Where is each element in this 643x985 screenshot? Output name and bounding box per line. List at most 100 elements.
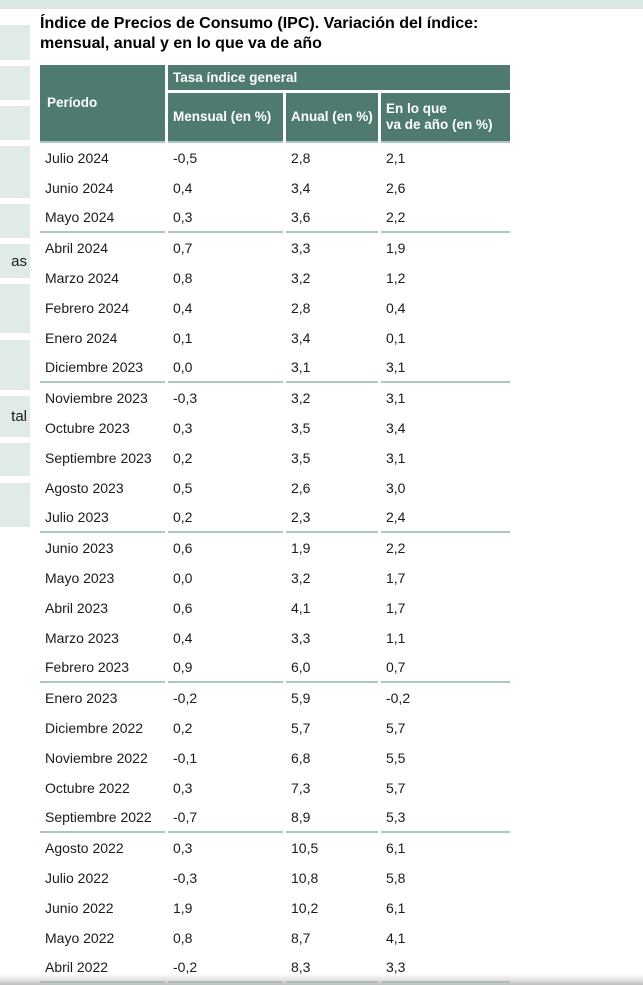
table-row: Diciembre 2023 0,0 3,1 3,1 — [40, 353, 510, 383]
table-row: Septiembre 2023 0,2 3,5 3,1 — [40, 443, 510, 473]
period-cell: Febrero 2023 — [40, 653, 165, 683]
mensual-value-cell: -0,1 — [173, 750, 198, 766]
ytd-value-cell: 1,2 — [386, 270, 406, 286]
table-row: Agosto 2022 0,3 10,5 6,1 — [40, 833, 510, 863]
table-row: Enero 2023 -0,2 5,9 -0,2 — [40, 683, 510, 713]
ytd-value-cell: 4,1 — [386, 930, 406, 946]
table-row: Febrero 2024 0,4 2,8 0,4 — [40, 293, 510, 323]
anual-value-cell: 3,5 — [291, 450, 311, 466]
page-title-line-2: mensual, anual y en lo que va de año — [40, 35, 322, 52]
table-row: Octubre 2022 0,3 7,3 5,7 — [40, 773, 510, 803]
mensual-value-cell: 0,8 — [173, 270, 193, 286]
sidebar-item-partial[interactable] — [0, 25, 30, 60]
table-row: Diciembre 2022 0,2 5,7 5,7 — [40, 713, 510, 743]
sidebar-item-partial[interactable] — [0, 146, 30, 198]
period-cell: Marzo 2024 — [45, 270, 119, 286]
period-cell: Mayo 2023 — [45, 570, 115, 586]
sidebar-item-partial[interactable]: tal — [0, 396, 30, 437]
sidebar-item-partial[interactable]: as — [0, 244, 30, 278]
anual-value-cell: 8,9 — [286, 803, 378, 833]
anual-value-cell: 1,9 — [291, 540, 311, 556]
table-row: Mayo 2024 0,3 3,6 2,2 — [40, 203, 510, 233]
anual-value-cell: 10,2 — [291, 900, 319, 916]
mensual-value-cell: 0,4 — [173, 630, 193, 646]
table-row: Junio 2023 0,6 1,9 2,2 — [40, 533, 510, 563]
table-row: Junio 2024 0,4 3,4 2,6 — [40, 173, 510, 203]
sidebar-item-partial[interactable] — [0, 204, 30, 238]
ytd-value-cell: 5,8 — [386, 870, 406, 886]
anual-value-cell: 3,6 — [286, 203, 378, 233]
period-cell: Junio 2024 — [45, 180, 114, 196]
ytd-value-cell: 3,0 — [386, 480, 406, 496]
mensual-value-cell: -0,2 — [168, 953, 283, 983]
anual-value-cell: 8,3 — [286, 953, 378, 983]
ipc-table: Período Tasa índice general Mensual (en … — [37, 65, 513, 983]
mensual-value-cell: 0,4 — [173, 300, 193, 316]
ytd-value-cell: 1,7 — [386, 600, 406, 616]
table-row: Noviembre 2023 -0,3 3,2 3,1 — [40, 383, 510, 413]
ytd-value-cell: 5,3 — [381, 803, 510, 833]
ytd-value-cell: 1,9 — [386, 240, 406, 256]
table-row: Febrero 2023 0,9 6,0 0,7 — [40, 653, 510, 683]
ytd-value-cell: 3,1 — [386, 390, 406, 406]
column-header-mensual: Mensual (en %) — [168, 93, 283, 143]
mensual-value-cell: -0,7 — [168, 803, 283, 833]
table-body: Julio 2024 -0,5 2,8 2,1 Junio 2024 0,4 3,4 2,6 M… — [40, 143, 510, 983]
ytd-value-cell: 2,2 — [381, 203, 510, 233]
ipc-table-header: Período Tasa índice general Mensual (en … — [40, 65, 510, 143]
ytd-value-cell: 2,1 — [386, 150, 406, 166]
ytd-value-cell: 2,2 — [386, 540, 406, 556]
mensual-value-cell: 0,9 — [168, 653, 283, 683]
anual-value-cell: 3,5 — [291, 420, 311, 436]
anual-value-cell: 3,2 — [291, 390, 311, 406]
period-cell: Septiembre 2023 — [45, 450, 152, 466]
mensual-value-cell: 0,0 — [173, 570, 193, 586]
mensual-value-cell: 0,3 — [173, 840, 193, 856]
sidebar-item-partial[interactable] — [0, 284, 30, 333]
anual-value-cell: 10,8 — [291, 870, 319, 886]
table-row: Abril 2022 -0,2 8,3 3,3 — [40, 953, 510, 983]
sidebar-item-partial[interactable] — [0, 483, 30, 527]
anual-value-cell: 5,7 — [291, 720, 311, 736]
content-area: Índice de Precios de Consumo (IPC). Vari… — [37, 9, 643, 983]
table-row: Julio 2022 -0,3 10,8 5,8 — [40, 863, 510, 893]
sidebar-item-partial[interactable] — [0, 106, 30, 140]
sidebar-item-partial[interactable] — [0, 443, 30, 476]
table-row: Julio 2023 0,2 2,3 2,4 — [40, 503, 510, 533]
anual-value-cell: 2,6 — [291, 480, 311, 496]
page-title-line-1: Índice de Precios de Consumo (IPC). Vari… — [40, 15, 479, 32]
table-row: Julio 2024 -0,5 2,8 2,1 — [40, 143, 510, 173]
group-column-header: Tasa índice general — [168, 65, 510, 93]
period-cell: Julio 2022 — [45, 870, 109, 886]
mensual-value-cell: 0,4 — [173, 180, 193, 196]
table-row: Junio 2022 1,9 10,2 6,1 — [40, 893, 510, 923]
table-row: Mayo 2023 0,0 3,2 1,7 — [40, 563, 510, 593]
anual-value-cell: 3,3 — [291, 240, 311, 256]
mensual-value-cell: 0,2 — [173, 720, 193, 736]
table-row: Agosto 2023 0,5 2,6 3,0 — [40, 473, 510, 503]
ytd-value-cell: 3,4 — [386, 420, 406, 436]
anual-value-cell: 2,8 — [291, 300, 311, 316]
period-cell: Noviembre 2023 — [45, 390, 148, 406]
ytd-value-cell: 5,7 — [386, 720, 406, 736]
period-cell: Abril 2024 — [45, 240, 109, 256]
page-title: Índice de Precios de Consumo (IPC). Vari… — [40, 14, 520, 54]
ytd-value-cell: 3,3 — [381, 953, 510, 983]
anual-value-cell: 7,3 — [291, 780, 311, 796]
ytd-value-cell: 1,1 — [386, 630, 406, 646]
ytd-value-cell: 0,7 — [381, 653, 510, 683]
period-cell: Octubre 2022 — [45, 780, 130, 796]
ytd-value-cell: 3,1 — [386, 450, 406, 466]
ytd-value-cell: 0,1 — [386, 330, 406, 346]
period-cell: Junio 2023 — [45, 540, 114, 556]
table-row: Mayo 2022 0,8 8,7 4,1 — [40, 923, 510, 953]
table-row: Marzo 2024 0,8 3,2 1,2 — [40, 263, 510, 293]
mensual-value-cell: 1,9 — [173, 900, 193, 916]
sidebar-item-partial[interactable] — [0, 340, 30, 390]
anual-value-cell: 3,2 — [291, 270, 311, 286]
period-cell: Agosto 2023 — [45, 480, 124, 496]
sidebar-item-partial[interactable] — [0, 66, 30, 100]
table-row: Abril 2023 0,6 4,1 1,7 — [40, 593, 510, 623]
anual-value-cell: 6,0 — [286, 653, 378, 683]
period-cell: Junio 2022 — [45, 900, 114, 916]
